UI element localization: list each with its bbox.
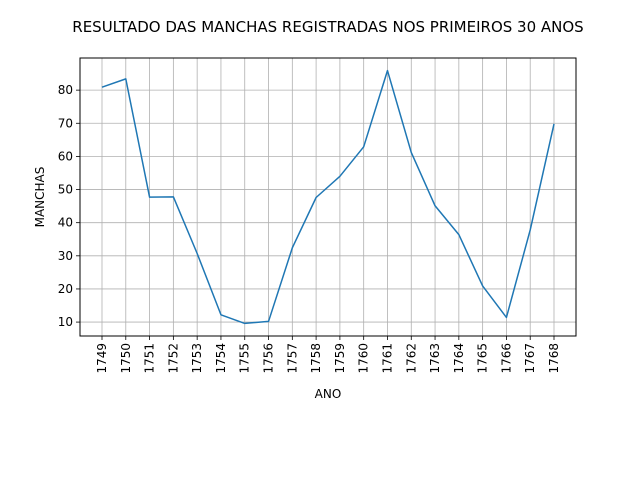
x-tick-label: 1754 bbox=[214, 343, 228, 374]
x-tick-label: 1768 bbox=[547, 343, 561, 374]
x-tick-label: 1763 bbox=[428, 343, 442, 374]
y-tick-label: 10 bbox=[58, 315, 73, 329]
series-layer bbox=[101, 69, 555, 325]
x-tick-label: 1758 bbox=[309, 343, 323, 374]
x-tick-label: 1756 bbox=[262, 343, 276, 374]
x-tick-label: 1757 bbox=[285, 343, 299, 374]
x-tick-label: 1765 bbox=[476, 343, 490, 374]
x-tick-label: 1751 bbox=[143, 343, 157, 374]
x-axis-label: ANO bbox=[315, 387, 342, 401]
x-tick-label: 1755 bbox=[238, 343, 252, 374]
y-tick-label: 70 bbox=[58, 116, 73, 130]
x-tick-label: 1760 bbox=[357, 343, 371, 374]
plot-frame bbox=[79, 57, 577, 337]
x-tick-label: 1761 bbox=[380, 343, 394, 374]
y-axis-label: MANCHAS bbox=[33, 167, 47, 228]
y-tick-label: 80 bbox=[58, 83, 73, 97]
y-tick-label: 20 bbox=[58, 282, 73, 296]
x-tick-label: 1750 bbox=[119, 343, 133, 374]
y-tick-label: 30 bbox=[58, 249, 73, 263]
x-tick-label: 1753 bbox=[190, 343, 204, 374]
y-tick-label: 40 bbox=[58, 216, 73, 230]
y-axis: 10 20 30 40 50 60 70 80 bbox=[58, 83, 80, 329]
x-tick-label: 1749 bbox=[95, 343, 109, 374]
y-tick-label: 50 bbox=[58, 183, 73, 197]
x-tick-label: 1766 bbox=[499, 343, 513, 374]
chart-title: RESULTADO DAS MANCHAS REGISTRADAS NOS PR… bbox=[72, 18, 583, 36]
x-tick-label: 1767 bbox=[523, 343, 537, 374]
y-tick-label: 60 bbox=[58, 149, 73, 163]
grid-lines bbox=[80, 58, 576, 336]
x-axis: 1749 1750 1751 1752 1753 1754 1755 1756 1757 1758… bbox=[95, 336, 561, 374]
x-tick-label: 1764 bbox=[452, 343, 466, 374]
x-tick-label: 1752 bbox=[166, 343, 180, 374]
x-tick-label: 1759 bbox=[333, 343, 347, 374]
series-line bbox=[101, 69, 555, 325]
x-tick-label: 1762 bbox=[404, 343, 418, 374]
